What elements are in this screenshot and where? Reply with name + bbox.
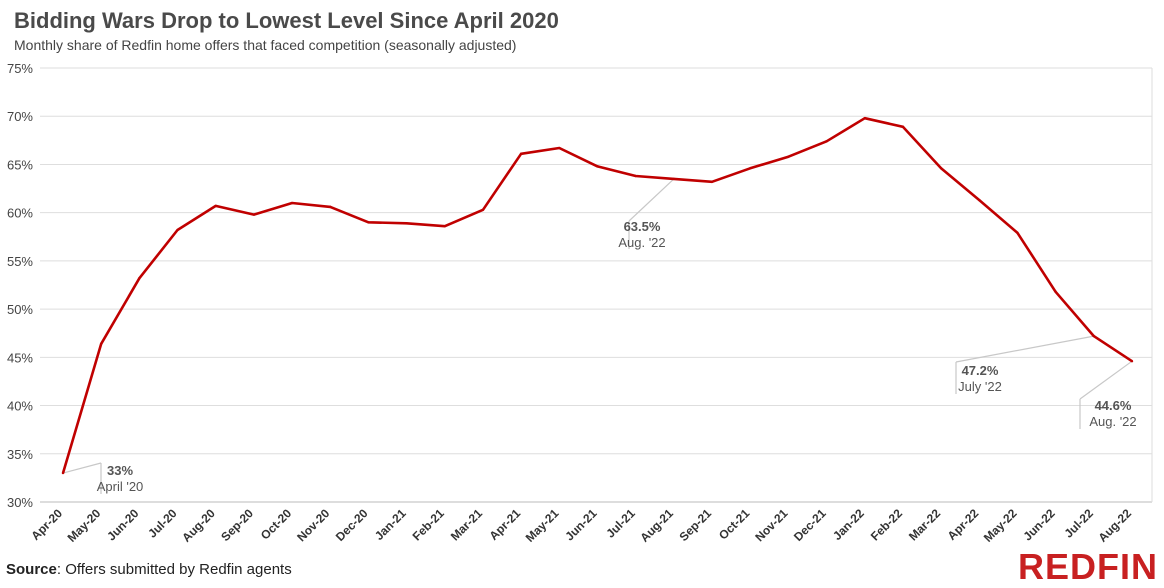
y-tick-label: 65%	[7, 157, 33, 172]
data-point	[1054, 290, 1057, 293]
data-point	[61, 471, 65, 475]
x-tick-label: Oct-20	[258, 506, 295, 543]
annotation-label: April '20	[97, 479, 144, 494]
data-point	[481, 208, 485, 211]
data-point	[558, 146, 561, 150]
x-tick-label: Jun-21	[562, 506, 599, 543]
x-tick-label: Mar-22	[906, 506, 943, 543]
x-tick-label: Aug-21	[637, 506, 676, 545]
y-tick-label: 75%	[7, 61, 33, 76]
y-tick-label: 55%	[7, 254, 33, 269]
x-tick-label: Sep-20	[218, 506, 256, 544]
x-tick-label: Apr-20	[28, 506, 65, 543]
callout-leader	[628, 178, 675, 222]
series-layer	[61, 116, 1134, 475]
data-point	[252, 213, 256, 216]
y-tick-label: 70%	[7, 109, 33, 124]
source-label: Source	[6, 561, 57, 578]
x-tick-label: Jul-22	[1062, 506, 1097, 541]
x-tick-label: May-21	[523, 506, 562, 545]
data-point	[176, 228, 179, 232]
redfin-logo: REDFIN	[1018, 546, 1158, 587]
x-tick-label: Feb-22	[868, 506, 905, 543]
x-tick-label: Aug-22	[1095, 506, 1134, 545]
x-tick-label: Aug-20	[179, 506, 218, 545]
x-tick-label: Jun-20	[104, 506, 141, 543]
chart-title: Bidding Wars Drop to Lowest Level Since …	[14, 8, 559, 33]
y-tick-label: 60%	[7, 206, 33, 221]
data-point	[1092, 334, 1096, 338]
data-point	[138, 277, 141, 280]
series-line	[61, 116, 1133, 474]
annotation-label: Aug. '22	[1089, 414, 1136, 429]
chart-subtitle: Monthly share of Redfin home offers that…	[14, 37, 517, 53]
x-tick-label: Nov-20	[294, 506, 332, 544]
x-tick-label: Apr-21	[486, 506, 523, 543]
data-point	[405, 222, 408, 225]
data-point	[367, 221, 370, 224]
source-text: : Offers submitted by Redfin agents	[56, 561, 292, 578]
x-tick-label: Nov-21	[752, 506, 790, 544]
data-point	[1016, 231, 1019, 235]
callout-leader	[955, 335, 1094, 363]
x-tick-label: Jul-20	[145, 506, 180, 541]
gridlines	[40, 67, 1153, 503]
x-tick-label: Apr-22	[945, 506, 982, 543]
data-point	[634, 174, 637, 178]
x-axis-ticks: Apr-20 May-20 Jun-20 Jul-20 Aug-20 Sep-20 Oct-…	[28, 506, 1134, 545]
x-tick-label: May-22	[981, 506, 1020, 545]
data-point	[939, 167, 943, 170]
x-tick-label: Sep-21	[676, 506, 714, 544]
y-tick-label: 30%	[7, 495, 33, 510]
data-point	[901, 125, 905, 129]
data-point	[99, 342, 103, 346]
x-tick-label: Dec-20	[333, 506, 371, 544]
data-point	[978, 198, 981, 202]
data-point	[519, 152, 523, 156]
data-point	[672, 177, 676, 181]
x-tick-label: Jul-21	[603, 506, 638, 541]
x-tick-label: Jun-22	[1021, 506, 1058, 543]
annotation-label: July '22	[958, 379, 1002, 394]
annotation-label: Aug. '22	[618, 235, 665, 250]
y-tick-label: 40%	[7, 399, 33, 414]
annotation-value: 33%	[107, 463, 133, 478]
x-tick-label: Oct-21	[716, 506, 753, 543]
data-point	[825, 140, 828, 143]
y-axis-ticks: 30% 35% 40% 45% 50% 55% 60% 65% 70% 75%	[7, 61, 33, 510]
y-tick-label: 45%	[7, 350, 33, 365]
data-point	[787, 155, 790, 158]
x-tick-label: Jan-22	[830, 506, 867, 543]
y-tick-label: 35%	[7, 447, 33, 462]
annotation-value: 63.5%	[624, 219, 661, 234]
x-tick-label: May-20	[65, 506, 104, 545]
data-point	[749, 167, 752, 170]
data-point	[596, 165, 599, 168]
annotation-value: 44.6%	[1095, 398, 1132, 413]
callout-leader	[62, 462, 102, 474]
source-note: Source: Offers submitted by Redfin agent…	[6, 561, 292, 578]
callout-leader	[1079, 360, 1133, 400]
x-tick-label: Dec-21	[791, 506, 829, 544]
x-tick-label: Feb-21	[410, 506, 447, 543]
data-point	[710, 180, 714, 184]
data-point	[214, 204, 217, 208]
data-point	[1130, 359, 1134, 363]
y-tick-label: 50%	[7, 302, 33, 317]
data-point	[290, 201, 294, 205]
data-point	[863, 116, 866, 120]
x-tick-label: Jan-21	[372, 506, 409, 543]
data-point	[443, 224, 446, 228]
x-tick-label: Mar-21	[448, 506, 485, 543]
data-point	[329, 205, 332, 209]
annotation-value: 47.2%	[962, 363, 999, 378]
